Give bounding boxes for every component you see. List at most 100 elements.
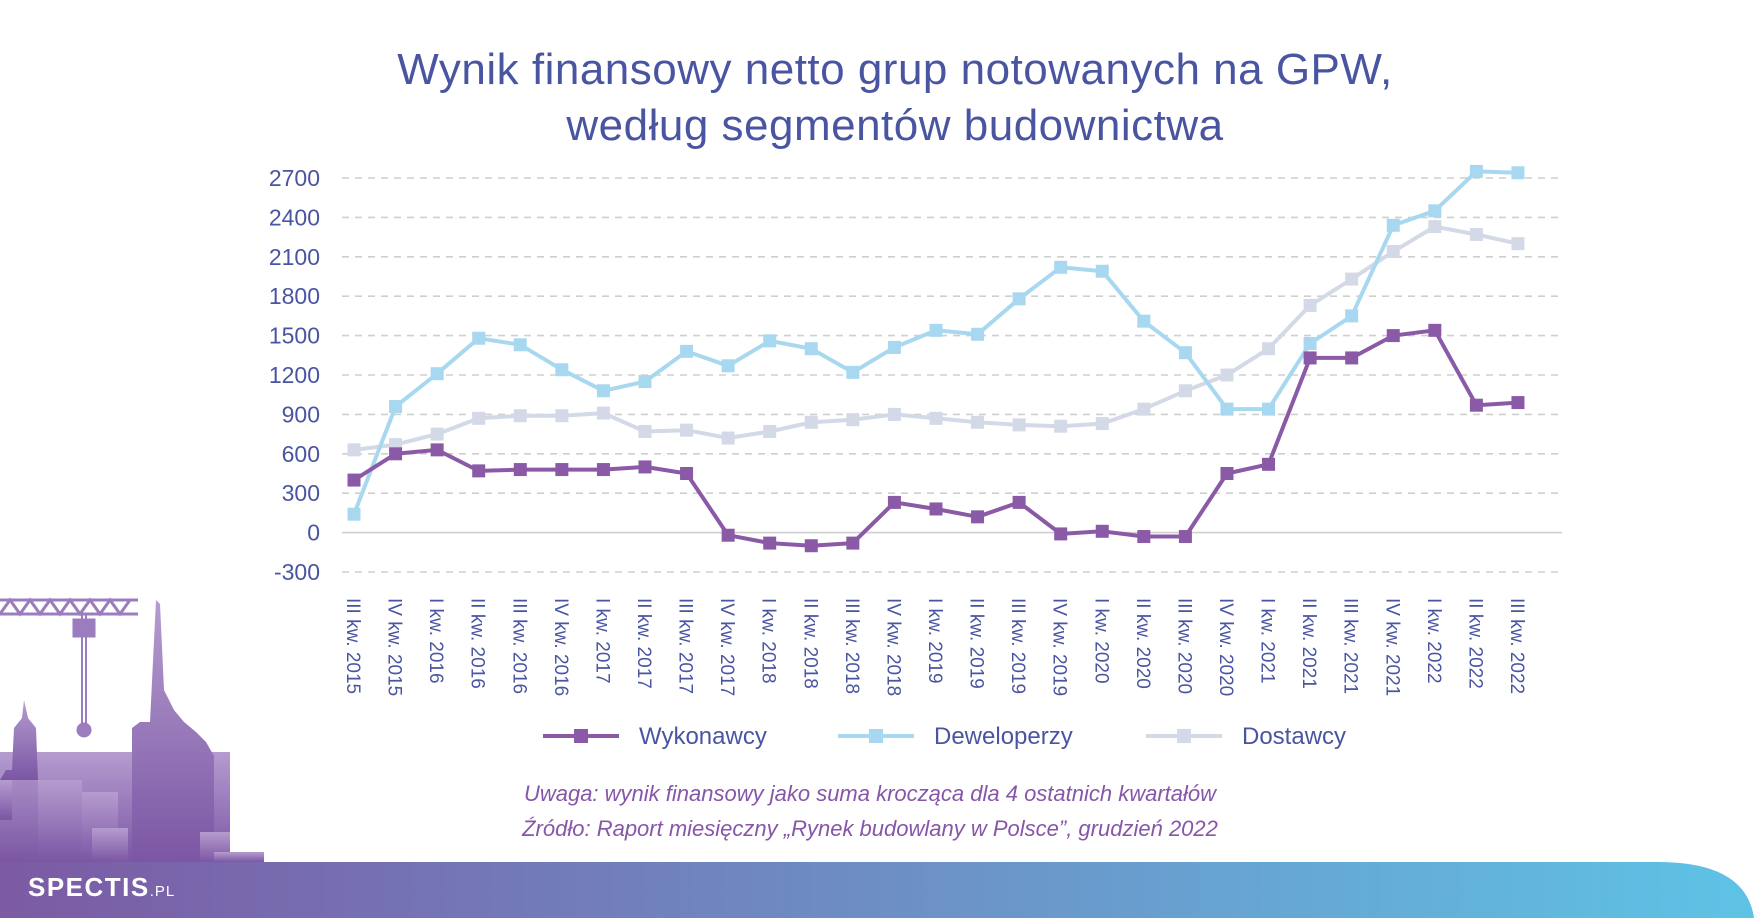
data-point-deweloperzy <box>680 344 694 358</box>
x-tick-label: IV kw. 2017 <box>716 598 737 696</box>
chart-title: Wynik finansowy netto grup notowanych na… <box>0 42 1754 154</box>
data-point-deweloperzy <box>929 323 943 337</box>
y-tick-label: 1800 <box>269 283 320 309</box>
chart-notes: Uwaga: wynik finansowy jako suma krocząc… <box>0 776 1740 846</box>
data-point-dostawcy <box>1303 298 1317 312</box>
data-point-wykonawcy <box>1178 530 1192 544</box>
data-point-wykonawcy <box>887 495 901 509</box>
brand-name: SPECTIS <box>28 872 150 902</box>
data-point-dostawcy <box>1178 384 1192 398</box>
data-point-deweloperzy <box>1511 166 1525 180</box>
x-axis-tick-labels: III kw. 2015 IV kw. 2015 I kw. 2016 II kw. … <box>342 598 1527 696</box>
x-tick-label: II kw. 2020 <box>1132 598 1153 689</box>
data-point-deweloperzy <box>430 367 444 381</box>
y-tick-label: 600 <box>282 441 320 467</box>
data-point-deweloperzy <box>1386 218 1400 232</box>
data-point-wykonawcy <box>1054 527 1068 541</box>
x-tick-label: IV kw. 2016 <box>550 598 571 696</box>
x-tick-label: III kw. 2016 <box>508 598 529 694</box>
data-point-dostawcy <box>513 409 527 423</box>
data-point-wykonawcy <box>846 536 860 550</box>
data-point-wykonawcy <box>1386 329 1400 343</box>
crane-icon <box>0 597 138 738</box>
x-tick-label: III kw. 2015 <box>342 598 363 694</box>
brand-logo: SPECTIS.PL <box>28 872 175 903</box>
data-point-wykonawcy <box>1137 530 1151 544</box>
x-tick-label: II kw. 2018 <box>799 598 820 689</box>
legend: Wykonawcy Deweloperzy Dostawcy <box>543 723 1346 750</box>
note-text: Uwaga: wynik finansowy jako suma krocząc… <box>523 781 1217 806</box>
data-point-wykonawcy <box>513 463 527 477</box>
legend-marker-dostawcy <box>1177 729 1191 743</box>
x-tick-label: III kw. 2019 <box>1007 598 1028 694</box>
data-point-deweloperzy <box>389 400 403 414</box>
skyline-illustration <box>0 600 264 862</box>
x-tick-label: II kw. 2021 <box>1298 598 1319 689</box>
y-tick-label: 1500 <box>269 323 320 349</box>
x-tick-label: III kw. 2020 <box>1173 598 1194 694</box>
x-tick-label: IV kw. 2020 <box>1215 598 1236 696</box>
data-point-deweloperzy <box>596 384 610 398</box>
data-point-dostawcy <box>1428 220 1442 234</box>
data-point-deweloperzy <box>555 363 569 377</box>
legend-label-wykonawcy: Wykonawcy <box>639 723 767 750</box>
data-point-deweloperzy <box>1428 204 1442 218</box>
data-point-dostawcy <box>1262 342 1276 356</box>
data-point-wykonawcy <box>804 539 818 553</box>
x-tick-label: IV kw. 2018 <box>882 598 903 696</box>
source-text: Źródło: Raport miesięczny „Rynek budowla… <box>522 816 1218 841</box>
data-point-deweloperzy <box>1012 292 1026 306</box>
data-point-deweloperzy <box>1303 336 1317 350</box>
chart-title-line-2: według segmentów budownictwa <box>566 101 1224 150</box>
x-tick-label: I kw. 2018 <box>758 598 779 684</box>
data-point-wykonawcy <box>929 502 943 516</box>
data-point-wykonawcy <box>1303 351 1317 365</box>
y-tick-label: 300 <box>282 480 320 506</box>
x-tick-label: II kw. 2022 <box>1464 598 1485 689</box>
data-point-deweloperzy <box>347 507 361 521</box>
data-point-deweloperzy <box>1345 309 1359 323</box>
data-point-dostawcy <box>638 424 652 438</box>
data-point-dostawcy <box>1054 419 1068 433</box>
data-point-dostawcy <box>887 407 901 421</box>
data-point-dostawcy <box>721 431 735 445</box>
data-point-wykonawcy <box>1469 398 1483 412</box>
data-point-wykonawcy <box>472 464 486 478</box>
y-tick-label: 2400 <box>269 204 320 230</box>
data-point-wykonawcy <box>1220 467 1234 480</box>
x-tick-label: IV kw. 2015 <box>384 598 405 696</box>
legend-marker-deweloperzy <box>869 729 883 743</box>
data-point-wykonawcy <box>1345 351 1359 365</box>
y-tick-label: 900 <box>282 401 320 427</box>
data-point-dostawcy <box>347 443 361 457</box>
data-point-dostawcy <box>680 423 694 437</box>
x-tick-label: III kw. 2022 <box>1506 598 1527 694</box>
data-point-dostawcy <box>846 413 860 427</box>
data-point-dostawcy <box>1345 272 1359 286</box>
data-point-dostawcy <box>1511 237 1525 251</box>
data-point-dostawcy <box>971 415 985 429</box>
chart-title-line-1: Wynik finansowy netto grup notowanych na… <box>397 45 1393 94</box>
x-tick-label: II kw. 2019 <box>966 598 987 689</box>
data-point-deweloperzy <box>513 338 527 352</box>
series-lines <box>347 164 1525 553</box>
x-tick-label: III kw. 2021 <box>1340 598 1361 694</box>
data-point-deweloperzy <box>1178 346 1192 360</box>
x-tick-label: II kw. 2017 <box>633 598 654 689</box>
series-line-deweloperzy <box>352 169 1519 515</box>
data-point-wykonawcy <box>430 443 444 457</box>
data-point-wykonawcy <box>1262 457 1276 471</box>
data-point-deweloperzy <box>1054 260 1068 274</box>
data-point-deweloperzy <box>638 375 652 389</box>
data-point-dostawcy <box>929 411 943 425</box>
data-point-deweloperzy <box>1095 264 1109 278</box>
x-tick-label: II kw. 2016 <box>467 598 488 689</box>
data-point-wykonawcy <box>1012 495 1026 509</box>
data-point-wykonawcy <box>680 467 694 480</box>
data-point-deweloperzy <box>1137 314 1151 328</box>
data-point-dostawcy <box>430 427 444 441</box>
data-point-dostawcy <box>1469 227 1483 241</box>
y-axis-tick-labels: 2700 2400 2100 1800 1500 1200 900 600 300 0 -300 <box>269 165 320 585</box>
y-tick-label: 1200 <box>269 362 320 388</box>
